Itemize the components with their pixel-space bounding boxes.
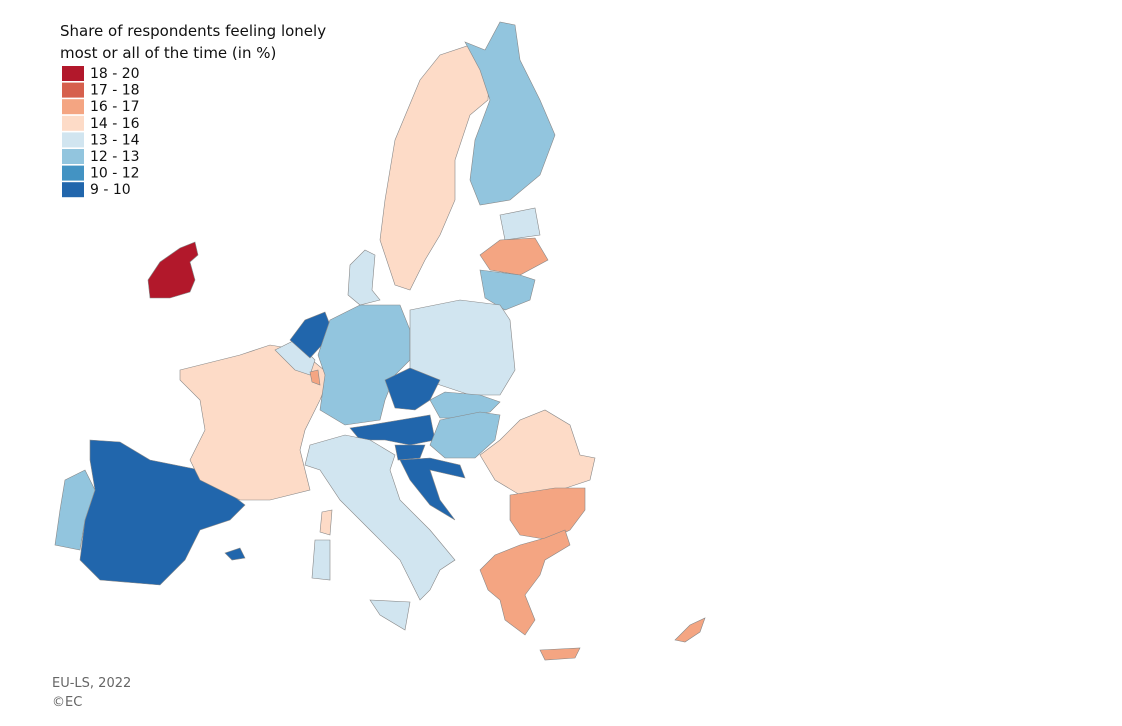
legend-label: 9 - 10 (90, 182, 131, 198)
legend-label: 16 - 17 (90, 99, 140, 115)
region (429, 411, 501, 459)
legend-label: 18 - 20 (90, 66, 140, 82)
region (394, 444, 426, 461)
legend-label: 12 - 13 (90, 149, 140, 165)
region (309, 369, 321, 386)
region (399, 457, 466, 521)
legend-swatch (62, 165, 84, 181)
legend-swatch (62, 66, 84, 81)
source: EU-LS, 2022 (52, 676, 131, 691)
region (464, 21, 556, 206)
region (147, 241, 199, 299)
region (539, 647, 581, 661)
legend-swatch (62, 182, 84, 198)
legend-swatch (62, 149, 84, 164)
region (347, 249, 381, 306)
region (304, 434, 456, 601)
legend-swatch (62, 115, 84, 131)
region (224, 547, 246, 561)
legend-swatch (62, 82, 84, 98)
legend-swatch (62, 99, 84, 115)
region (509, 487, 586, 541)
region (311, 539, 331, 581)
title: most or all of the time (in %) (60, 44, 276, 62)
legend-label: 13 - 14 (90, 132, 140, 148)
region (479, 529, 571, 636)
legend-swatch (62, 132, 84, 148)
region (317, 304, 411, 426)
region (54, 469, 96, 551)
legend-label: 10 - 12 (90, 166, 140, 182)
region (674, 617, 706, 643)
legend-label: 14 - 16 (90, 116, 140, 132)
countries (54, 21, 706, 661)
copyright: ©EC (52, 695, 82, 710)
region (479, 269, 536, 311)
region (429, 391, 501, 419)
title: Share of respondents feeling lonely (60, 22, 326, 40)
region (499, 207, 541, 241)
region (479, 409, 596, 496)
region (319, 509, 333, 536)
region (479, 237, 549, 276)
region (369, 599, 411, 631)
legend-label: 17 - 18 (90, 83, 140, 99)
